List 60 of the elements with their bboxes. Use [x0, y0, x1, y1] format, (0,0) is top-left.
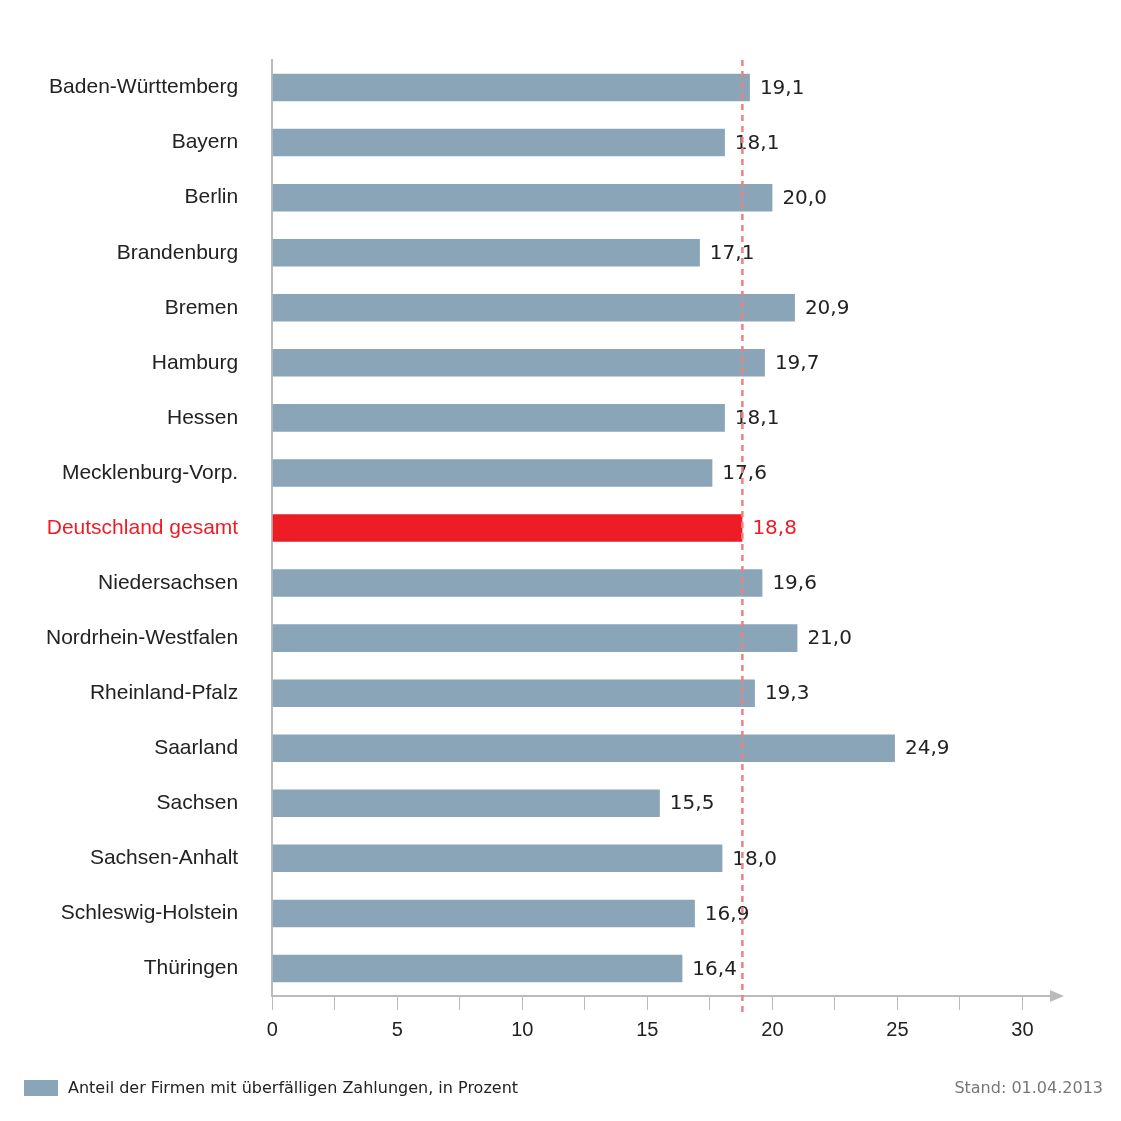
y-tick-label: Berlin: [184, 184, 239, 208]
bar: [272, 349, 765, 377]
y-tick-label: Bremen: [164, 294, 239, 318]
y-tick-label: Niedersachsen: [98, 569, 239, 593]
x-tick-label: 15: [636, 1017, 659, 1040]
x-tick-label: 0: [266, 1017, 278, 1040]
x-tick-label: 25: [886, 1017, 909, 1040]
y-tick-label: Deutschland gesamt: [46, 514, 239, 538]
bar: [272, 789, 660, 818]
text: Stand: 01.04.2013: [954, 1078, 1103, 1097]
data-label: 18,1: [734, 405, 780, 430]
y-tick-label: Hessen: [167, 404, 239, 428]
y-tick-label: Brandenburg: [116, 239, 239, 263]
data-label: 18,8: [752, 515, 797, 540]
y-tick-label: Bayern: [171, 129, 239, 153]
data-label: 19,3: [764, 680, 810, 705]
bar: [272, 294, 795, 322]
bar: [272, 624, 798, 652]
bar: [272, 404, 725, 432]
y-tick-label: Hamburg: [151, 349, 239, 373]
data-label: 17,6: [722, 460, 767, 485]
bar: [272, 569, 763, 597]
y-tick-label: Sachsen-Anhalt: [89, 845, 239, 869]
y-tick-label: Schleswig-Holstein: [60, 900, 239, 924]
bar: [272, 844, 723, 873]
bar: [272, 73, 750, 102]
data-label: 15,5: [669, 790, 715, 815]
y-tick-label: Baden-Württemberg: [49, 74, 239, 98]
data-label: 16,4: [692, 955, 737, 980]
bar: [272, 459, 713, 487]
legend-label: Anteil der Firmen mit überfälligen Zahlungen, in Prozent: [68, 1078, 519, 1097]
y-tick-label: Sachsen: [156, 790, 239, 814]
bar: [272, 734, 895, 762]
y-tick-label: Nordrhein-Westfalen: [46, 624, 239, 648]
data-label: 19,7: [774, 350, 820, 375]
bar: [272, 954, 683, 983]
data-label: 19,6: [772, 570, 817, 595]
y-tick-label: Saarland: [154, 735, 239, 759]
data-label: 18,1: [734, 129, 780, 154]
bar: [272, 238, 700, 267]
data-label: 19,1: [759, 74, 805, 99]
bar: [272, 128, 725, 157]
y-tick-label: Mecklenburg-Vorp.: [61, 459, 239, 483]
data-label: 20,0: [782, 184, 827, 209]
bar: [272, 514, 743, 542]
data-label: 21,0: [807, 625, 852, 650]
x-tick-label: 5: [391, 1017, 403, 1040]
data-label: 16,9: [704, 900, 750, 925]
y-tick-label: Rheinland-Pfalz: [89, 679, 239, 703]
x-tick-label: 10: [511, 1017, 534, 1040]
x-tick-label: 20: [761, 1017, 784, 1040]
bar: [272, 183, 773, 212]
bar: [272, 679, 755, 707]
x-tick-label: 30: [1011, 1017, 1034, 1040]
y-tick-label: Thüringen: [143, 955, 239, 979]
bar: [272, 899, 695, 928]
data-label: 20,9: [804, 294, 850, 319]
data-label: 24,9: [904, 735, 950, 760]
data-label: 17,1: [709, 239, 755, 264]
data-label: 18,0: [732, 845, 777, 870]
